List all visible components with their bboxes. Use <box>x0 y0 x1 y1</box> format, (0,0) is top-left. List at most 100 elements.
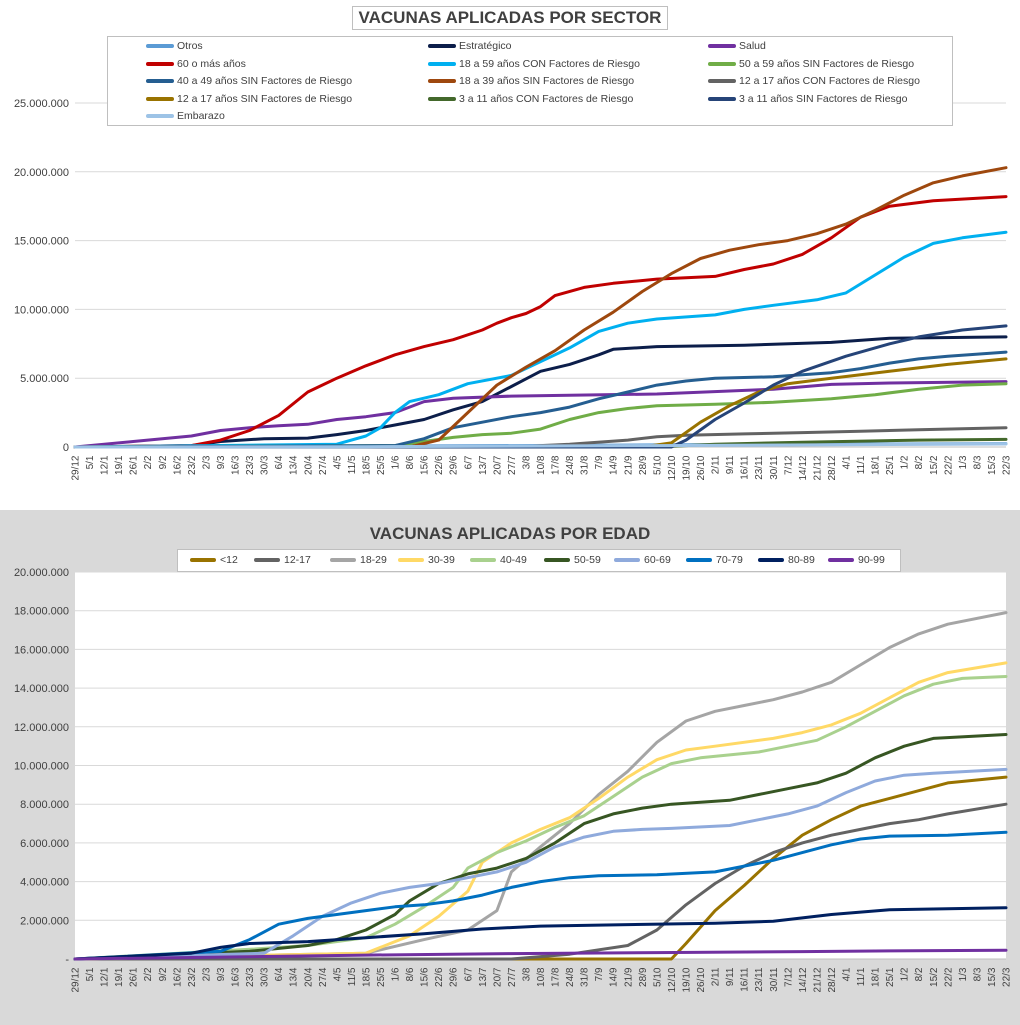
sector-chart-x-tick-label: 14/12 <box>798 455 809 480</box>
sector-chart-x-tick-label: 27/4 <box>318 455 329 475</box>
sector-legend-label: 12 a 17 años CON Factores de Riesgo <box>739 75 920 87</box>
age-chart-y-tick-label: 14.000.000 <box>14 683 69 695</box>
sector-chart-x-tick-label: 18/1 <box>871 455 882 475</box>
age-chart-x-tick-label: 14/9 <box>609 967 620 987</box>
sector-chart-x-tick-label: 9/3 <box>216 455 227 469</box>
sector-chart-series-line-estrat-gico <box>73 335 1008 449</box>
age-legend-label: <12 <box>220 554 238 566</box>
age-legend-swatch <box>398 558 424 563</box>
sector-legend-item-salud: Salud <box>708 38 766 54</box>
sector-legend-swatch <box>428 96 456 101</box>
sector-chart-x-tick-label: 1/6 <box>391 455 402 469</box>
age-legend-swatch <box>544 558 570 563</box>
age-chart-x-tick-label: 15/2 <box>929 967 940 987</box>
sector-chart-x-tick-label: 29/6 <box>449 455 460 475</box>
age-legend-item-30-39: 30-39 <box>398 552 455 568</box>
sector-legend-label: 18 a 59 años CON Factores de Riesgo <box>459 57 640 70</box>
sector-legend-swatch <box>146 114 174 119</box>
sector-chart-x-tick-label: 11/5 <box>347 455 358 474</box>
age-chart-y-tick-label: 6.000.000 <box>20 838 69 850</box>
sector-chart-panel: VACUNAS APLICADAS POR SECTOR 0 5.000.000 1… <box>0 0 1020 510</box>
sector-chart-x-tick-label: 5/10 <box>652 455 663 475</box>
age-chart-x-tick-label: 12/10 <box>667 967 678 992</box>
age-chart-y-tick-label: 2.000.000 <box>20 915 69 927</box>
age-legend-item-18-29: 18-29 <box>330 552 387 568</box>
sector-chart-x-tick-label: 21/9 <box>623 455 634 475</box>
age-chart-y-tick-label: 18.000.000 <box>14 606 69 618</box>
age-chart-x-tick-label: 3/8 <box>521 967 532 981</box>
age-chart-x-tick-label: 26/1 <box>129 967 140 987</box>
sector-legend-item-60-o-m-s-a-os: 60 o más años <box>146 56 246 72</box>
age-legend-swatch <box>330 558 356 563</box>
sector-legend-swatch <box>146 61 174 66</box>
age-chart-x-tick-label: 7/9 <box>594 967 605 981</box>
sector-chart-x-tick-label: 21/12 <box>812 455 823 480</box>
sector-chart-x-tick-label: 25/1 <box>885 455 896 475</box>
age-legend-swatch <box>686 558 712 563</box>
age-chart-x-tick-label: 28/12 <box>827 967 838 992</box>
sector-chart-y-tick-label: 10.000.000 <box>14 304 69 316</box>
sector-chart-x-tick-label: 2/3 <box>201 455 212 469</box>
age-legend-swatch <box>614 558 640 563</box>
age-chart-svg: - 2.000.000 4.000.000 6.000.000 8.000.000 10.… <box>14 567 1013 993</box>
age-chart-series-line-18-29 <box>73 611 1008 961</box>
sector-chart-x-tick-label: 7/9 <box>594 455 605 469</box>
age-chart-x-tick-label: 23/11 <box>754 967 765 992</box>
sector-chart-x-tick-label: 19/1 <box>114 455 125 475</box>
age-chart-x-tick-label: 15/6 <box>420 967 431 987</box>
age-chart-x-tick-label: 8/2 <box>914 967 925 981</box>
sector-chart-x-tick-label: 1/3 <box>958 455 969 469</box>
age-chart-x-tick-label: 24/8 <box>565 967 576 987</box>
age-chart-y-tick-label: 10.000.000 <box>14 761 69 773</box>
age-legend-item-50-59: 50-59 <box>544 552 601 568</box>
sector-chart-x-tick-label: 29/12 <box>71 455 82 480</box>
sector-legend-item-embarazo: Embarazo <box>146 108 225 124</box>
sector-legend-item-50-a-59-a-os-sin-factores-de-riesgo: 50 a 59 años SIN Factores de Riesgo <box>708 56 914 72</box>
age-chart-x-tick-label: 13/4 <box>289 967 300 987</box>
age-chart-x-tick-label: 22/2 <box>943 967 954 987</box>
age-chart-series-line-40-49 <box>73 675 1008 961</box>
sector-chart-x-tick-label: 26/10 <box>696 455 707 480</box>
sector-chart-x-tick-label: 2/2 <box>143 455 154 469</box>
sector-legend-swatch <box>428 61 456 66</box>
sector-legend-label: 12 a 17 años SIN Factores de Riesgo <box>177 92 353 105</box>
sector-chart-x-tick-label: 16/2 <box>172 455 183 475</box>
age-chart-x-tick-label: 27/4 <box>318 967 329 987</box>
sector-chart-x-tick-label: 4/5 <box>332 455 343 469</box>
sector-chart-legend: Otros Estratégico Salud 60 o más años 18 a 5… <box>107 36 953 126</box>
age-chart-x-tick-label: 18/1 <box>871 967 882 987</box>
sector-chart-x-tick-label: 20/7 <box>492 455 503 475</box>
sector-legend-item-18-a-39-a-os-sin-factores-de-riesgo: 18 a 39 años SIN Factores de Riesgo <box>428 73 634 89</box>
sector-chart-x-tick-label: 23/2 <box>187 455 198 475</box>
sector-chart-x-tick-label: 22/2 <box>943 455 954 475</box>
age-chart-x-tick-label: 26/10 <box>696 967 707 992</box>
sector-chart-x-tick-label: 28/9 <box>638 455 649 475</box>
age-chart-x-tick-label: 4/1 <box>841 967 852 981</box>
sector-legend-item-3-a-11-a-os-sin-factores-de-riesgo: 3 a 11 años SIN Factores de Riesgo <box>708 91 907 107</box>
sector-chart-x-tick-label: 26/1 <box>129 455 140 475</box>
age-chart-x-tick-label: 7/12 <box>783 967 794 987</box>
age-chart-series-line-12-17 <box>73 802 1008 961</box>
age-chart-y-tick-label: 8.000.000 <box>20 799 69 811</box>
age-chart-x-tick-label: 25/1 <box>885 967 896 987</box>
age-chart-x-tick-label: 10/8 <box>536 967 547 987</box>
age-legend-swatch <box>254 558 280 563</box>
age-chart-x-tick-label: 14/12 <box>798 967 809 992</box>
sector-legend-swatch <box>708 96 736 101</box>
age-chart-x-tick-label: 5/10 <box>652 967 663 987</box>
sector-chart-x-tick-label: 1/2 <box>900 455 911 469</box>
sector-chart-x-tick-label: 30/11 <box>769 455 780 480</box>
sector-chart-x-tick-label: 12/1 <box>100 455 111 475</box>
sector-legend-label: Otros <box>177 40 203 52</box>
sector-chart-x-tick-label: 19/10 <box>681 455 692 480</box>
sector-chart-x-tick-label: 15/2 <box>929 455 940 475</box>
sector-chart-x-tick-label: 13/7 <box>478 455 489 475</box>
age-chart-x-tick-label: 29/6 <box>449 967 460 987</box>
age-legend-label: 12-17 <box>284 554 311 566</box>
age-chart-y-tick-label: 4.000.000 <box>20 877 69 889</box>
sector-chart-x-tick-label: 9/2 <box>158 455 169 469</box>
sector-legend-item-otros: Otros <box>146 38 203 54</box>
sector-chart-series-line-salud <box>73 380 1008 449</box>
age-chart-x-tick-label: 2/3 <box>201 967 212 981</box>
sector-chart-x-tick-label: 27/7 <box>507 455 518 475</box>
